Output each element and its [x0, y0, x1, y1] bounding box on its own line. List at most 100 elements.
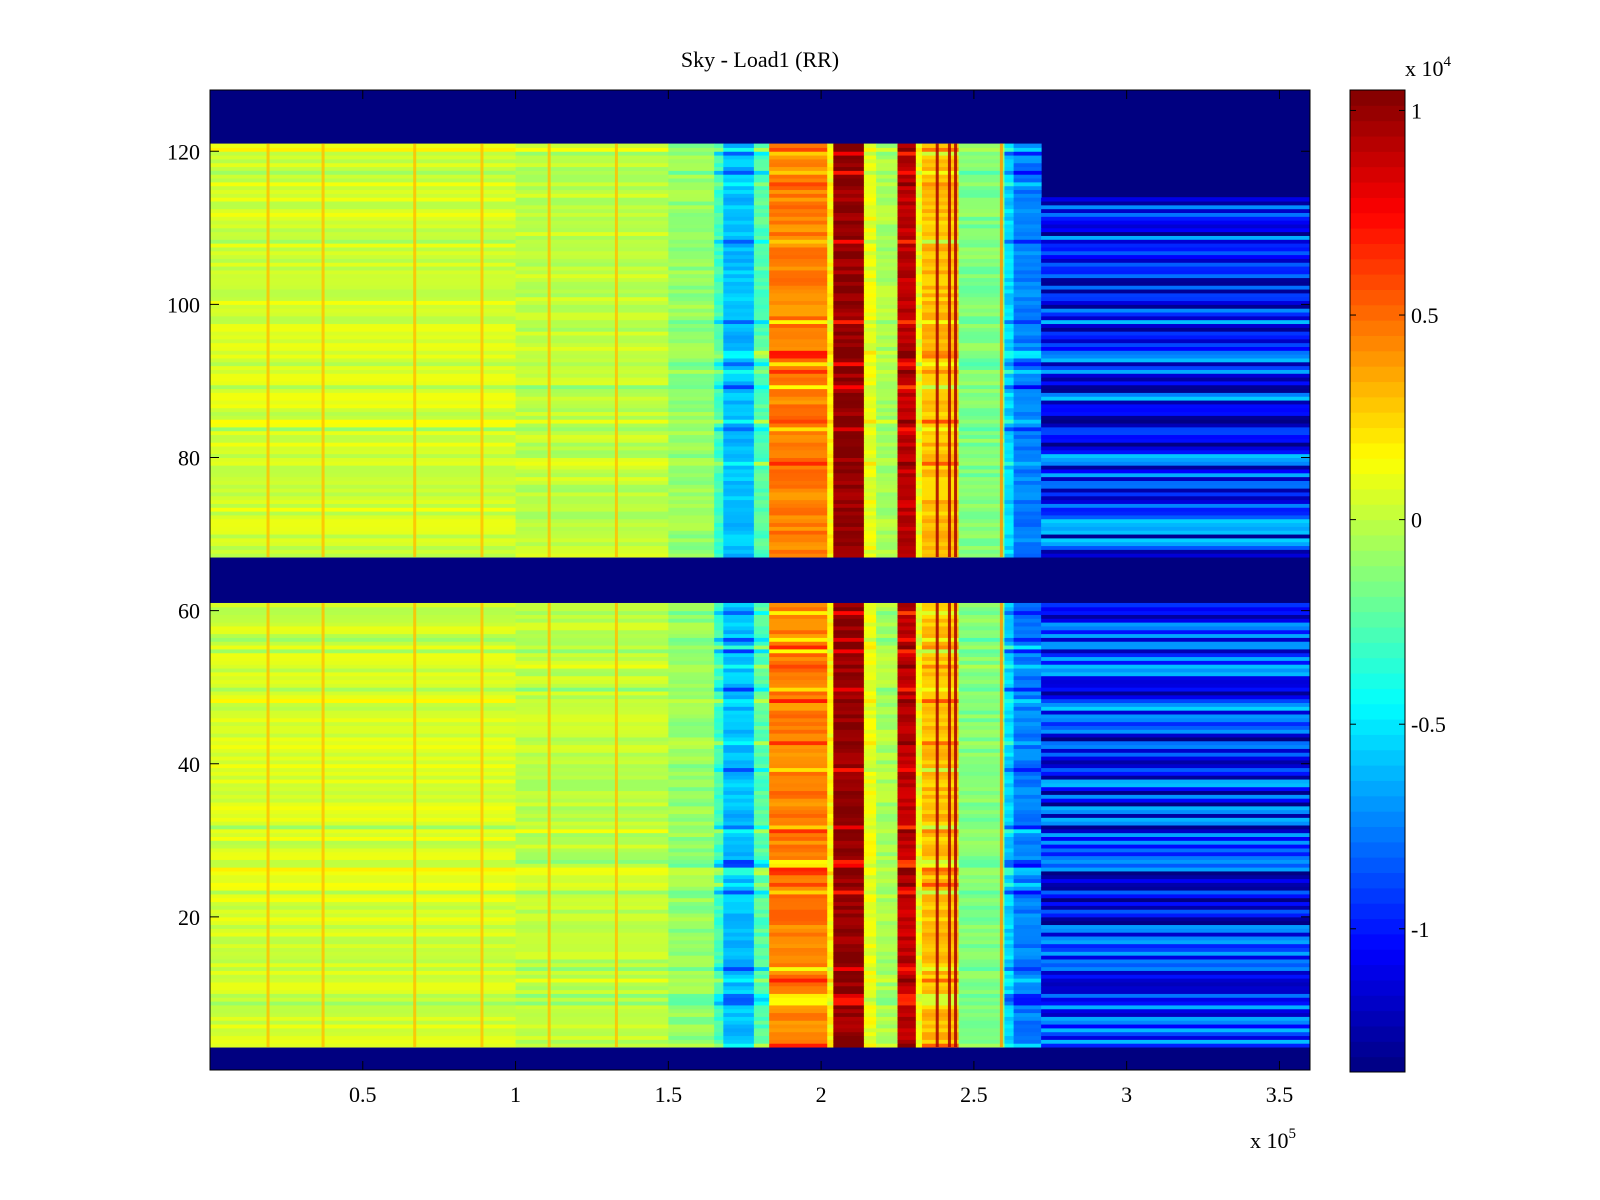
heatmap-cell — [1013, 522, 1042, 527]
heatmap-cell — [876, 771, 898, 776]
heatmap-cell — [876, 193, 898, 198]
heatmap-cell — [210, 354, 517, 359]
heatmap-cell — [863, 296, 877, 302]
heatmap-cell — [668, 916, 715, 922]
heatmap-cell — [863, 323, 877, 328]
heatmap-cell — [827, 277, 834, 282]
heatmap-cell — [958, 304, 1005, 309]
heatmap-cell — [1004, 403, 1015, 409]
heatmap-cell — [769, 407, 828, 413]
heatmap-cell — [723, 652, 755, 658]
heatmap-cell — [915, 813, 923, 818]
heatmap-cell — [897, 174, 917, 179]
heatmap-cell — [863, 338, 877, 344]
heatmap-cell — [723, 645, 755, 650]
heatmap-cell — [723, 909, 755, 914]
heatmap-cell — [863, 185, 877, 191]
heatmap-cell — [921, 924, 960, 929]
heatmap-cell — [958, 794, 1005, 799]
heatmap-cell — [723, 870, 755, 876]
heatmap-cell — [897, 974, 917, 979]
heatmap-cell — [876, 932, 898, 937]
heatmap-cell — [915, 465, 923, 470]
heatmap-cell — [827, 928, 834, 933]
heatmap-cell — [958, 928, 1005, 933]
heatmap-cell — [876, 939, 898, 945]
heatmap-cell — [668, 687, 715, 692]
heatmap-cell — [833, 277, 865, 282]
heatmap-cell — [915, 254, 923, 259]
heatmap-cell — [958, 231, 1005, 236]
heatmap-cell — [833, 966, 865, 971]
heatmap-cell — [921, 1020, 960, 1025]
heatmap-cell — [515, 411, 669, 416]
heatmap-cell — [723, 863, 755, 868]
heatmap-cell — [863, 541, 877, 547]
heatmap-cell — [723, 438, 755, 443]
heatmap-cell — [958, 656, 1005, 661]
heatmap-cell — [753, 985, 770, 991]
heatmap-cell — [1041, 549, 1310, 554]
heatmap-cell — [210, 679, 517, 684]
heatmap-cell — [668, 1020, 715, 1025]
heatmap-cell — [753, 847, 770, 853]
heatmap-cell — [714, 874, 724, 880]
heatmap-cell — [921, 882, 960, 887]
heatmap-cell — [668, 878, 715, 883]
heatmap-cell — [876, 958, 898, 964]
heatmap-cell — [1004, 231, 1015, 236]
heatmap-cell — [833, 338, 865, 344]
heatmap-cell — [1004, 706, 1015, 711]
heatmap-cell — [897, 645, 917, 650]
heatmap-cell — [958, 847, 1005, 853]
heatmap-cell — [1013, 488, 1042, 493]
heatmap-cell — [714, 882, 724, 887]
colorbar-multiplier-base: x 10 — [1405, 56, 1444, 81]
heatmap-cell — [769, 254, 828, 259]
heatmap-cell — [1041, 434, 1310, 439]
heatmap-cell — [1013, 426, 1042, 432]
heatmap-cell — [915, 633, 923, 638]
heatmap-cell — [515, 870, 669, 876]
heatmap-cell — [958, 740, 1005, 746]
heatmap-cell — [958, 377, 1005, 382]
heatmap-cell — [1004, 721, 1015, 726]
heatmap-cell — [723, 170, 755, 175]
heatmap-cell — [1013, 1043, 1042, 1048]
heatmap-cell — [827, 974, 834, 979]
heatmap-cell — [714, 1020, 724, 1025]
heatmap-cell — [753, 319, 770, 325]
heatmap-cell — [769, 893, 828, 899]
heatmap-cell — [863, 246, 877, 252]
heatmap-cell — [863, 511, 877, 516]
heatmap-cell — [876, 1035, 898, 1040]
heatmap-cell — [915, 411, 923, 416]
heatmap-cell — [897, 553, 917, 558]
heatmap-cell — [833, 618, 865, 623]
heatmap-cell — [921, 752, 960, 757]
heatmap-cell — [1013, 805, 1042, 811]
heatmap-cell — [668, 844, 715, 849]
heatmap-cell — [827, 430, 834, 436]
heatmap-cell — [833, 602, 865, 608]
heatmap-cell — [827, 825, 834, 830]
heatmap-cell — [515, 748, 669, 753]
heatmap-cell — [668, 446, 715, 451]
heatmap-cell — [863, 453, 877, 458]
heatmap-cell — [876, 545, 898, 550]
heatmap-cell — [833, 1035, 865, 1040]
heatmap-cell — [876, 832, 898, 837]
heatmap-cell — [897, 1012, 917, 1017]
heatmap-cell — [753, 752, 770, 757]
heatmap-cell — [827, 997, 834, 1002]
heatmap-cell — [1041, 254, 1310, 259]
heatmap-cell — [753, 434, 770, 439]
heatmap-cell — [668, 377, 715, 382]
heatmap-cell — [958, 939, 1005, 945]
heatmap-cell — [1004, 664, 1015, 669]
heatmap-cell — [958, 514, 1005, 520]
heatmap-cell — [1013, 250, 1042, 256]
heatmap-cell — [958, 204, 1005, 210]
heatmap-cell — [915, 1012, 923, 1017]
heatmap-cell — [714, 438, 724, 443]
